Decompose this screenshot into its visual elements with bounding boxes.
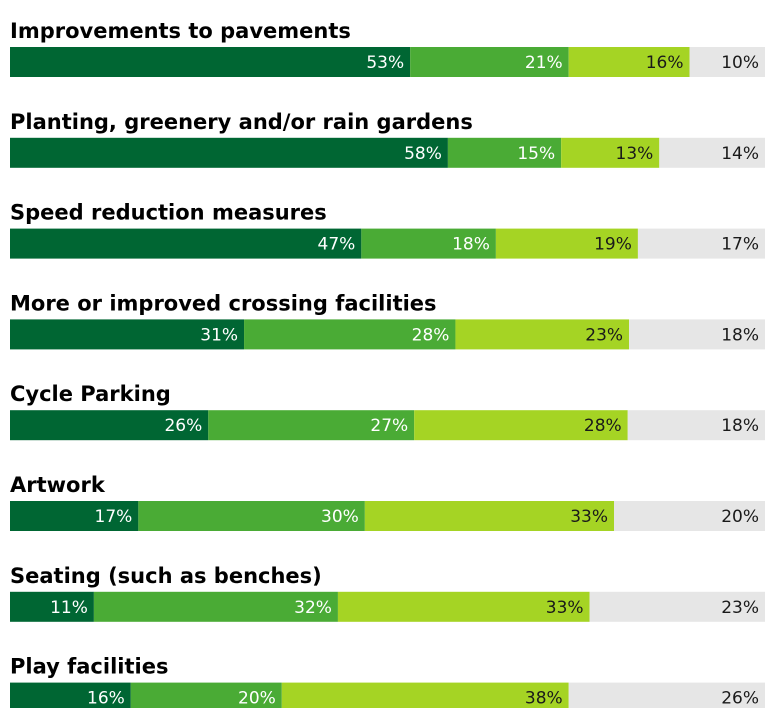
value-label: 33% [570, 507, 608, 527]
bar-segment [10, 47, 411, 77]
value-label: 19% [594, 235, 632, 255]
bar-segment [138, 501, 365, 531]
bar-segment [568, 682, 765, 708]
value-label: 14% [721, 144, 759, 164]
value-label: 18% [721, 325, 759, 345]
bar-segment [10, 410, 209, 441]
value-label: 15% [517, 144, 555, 164]
value-label: 53% [366, 53, 404, 73]
category-label: Speed reduction measures [10, 201, 327, 225]
value-label: 18% [721, 416, 759, 436]
bar-segment [455, 319, 630, 350]
value-label: 16% [646, 53, 684, 73]
bar-segment [495, 228, 638, 259]
bar-segment [637, 228, 765, 259]
value-label: 23% [585, 325, 623, 345]
value-label: 58% [404, 144, 442, 164]
value-label: 32% [294, 598, 332, 618]
bar-segment [208, 410, 415, 441]
value-label: 31% [200, 325, 238, 345]
bar-segment [244, 319, 456, 350]
bar-segment [10, 137, 448, 168]
value-label: 30% [321, 507, 359, 527]
category-label: Planting, greenery and/or rain gardens [10, 110, 473, 134]
value-label: 18% [452, 235, 490, 255]
value-label: 16% [87, 689, 125, 708]
bar-segment [281, 682, 569, 708]
bar-segment [627, 410, 765, 441]
value-label: 33% [546, 598, 584, 618]
value-label: 11% [50, 598, 88, 618]
value-label: 21% [525, 53, 563, 73]
bar-segment [410, 47, 569, 77]
bar-segment [93, 591, 338, 622]
bar-segment [10, 319, 245, 350]
value-label: 27% [370, 416, 408, 436]
category-label: Cycle Parking [10, 382, 171, 406]
category-label: More or improved crossing facilities [10, 291, 437, 315]
bar-segment [364, 501, 614, 531]
value-label: 47% [318, 235, 356, 255]
value-label: 17% [721, 235, 759, 255]
value-label: 13% [616, 144, 654, 164]
bar-segment [10, 682, 131, 708]
bar-segment [659, 137, 765, 168]
value-label: 10% [721, 53, 759, 73]
value-label: 26% [721, 689, 759, 708]
value-label: 38% [525, 689, 563, 708]
bar-segment [589, 591, 765, 622]
value-label: 20% [721, 507, 759, 527]
value-label: 28% [412, 325, 450, 345]
bar-segment [130, 682, 282, 708]
bar-segment [689, 47, 765, 77]
bar-segment [447, 137, 562, 168]
bar-segment [10, 591, 94, 622]
bar-segment [10, 501, 139, 531]
value-label: 23% [721, 598, 759, 618]
bar-segment [561, 137, 660, 168]
bar-segment [337, 591, 590, 622]
value-label: 17% [95, 507, 133, 527]
value-label: 20% [238, 689, 276, 708]
bar-segment [361, 228, 496, 259]
bar-segment [629, 319, 765, 350]
category-label: Seating (such as benches) [10, 564, 322, 588]
bar-segment [10, 228, 362, 259]
category-label: Play facilities [10, 655, 168, 679]
value-label: 26% [164, 416, 202, 436]
bar-segment [414, 410, 628, 441]
category-label: Artwork [10, 473, 106, 497]
bar-segment [614, 501, 765, 531]
category-label: Improvements to pavements [10, 19, 351, 43]
value-label: 28% [584, 416, 622, 436]
bar-segment [568, 47, 690, 77]
